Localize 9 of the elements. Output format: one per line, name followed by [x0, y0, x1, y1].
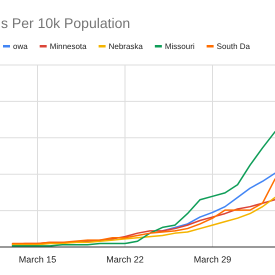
- x-tick-label: March 29: [194, 254, 232, 264]
- legend-label: Missouri: [164, 42, 195, 51]
- x-tick-label: March 15: [18, 254, 56, 264]
- x-tick-label: March 22: [106, 254, 144, 264]
- chart-title: s Per 10k Population: [1, 15, 130, 31]
- legend-label: South Da: [216, 42, 251, 51]
- legend-label: Minnesota: [50, 42, 88, 51]
- legend-label: Nebraska: [108, 42, 144, 51]
- legend-label: owa: [13, 42, 28, 51]
